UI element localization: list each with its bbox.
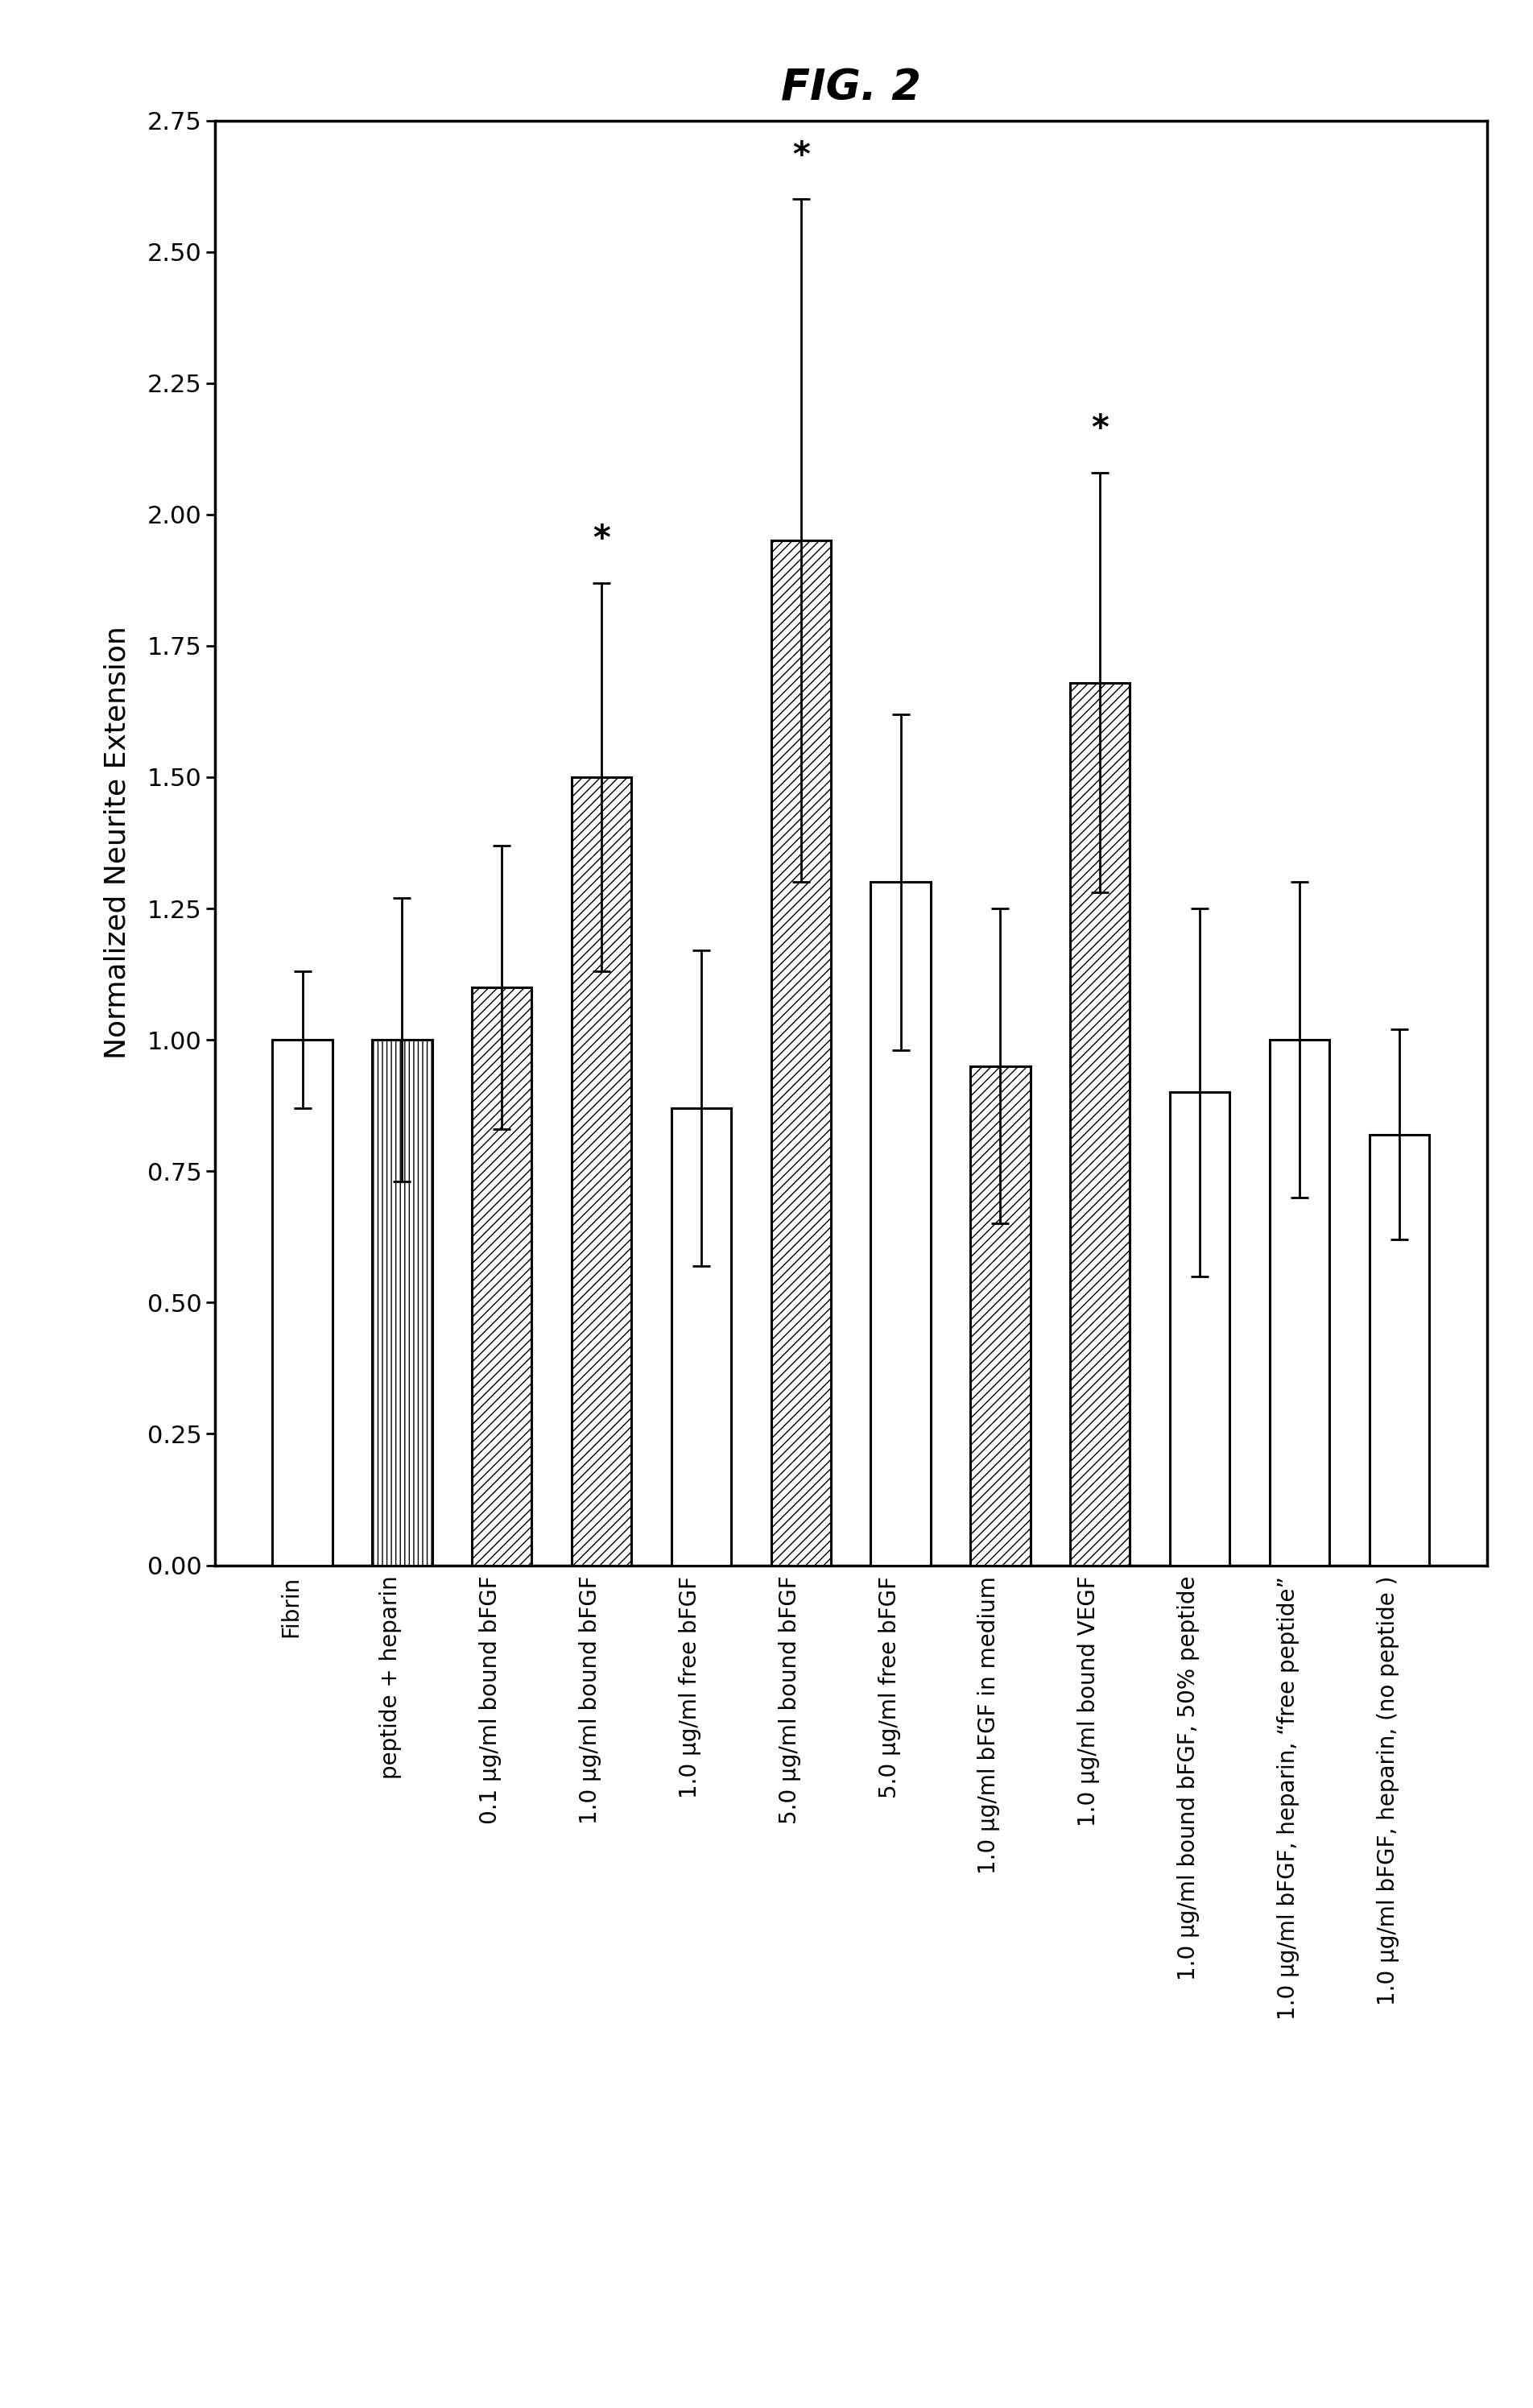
Bar	[771, 542, 831, 1565]
Bar	[1369, 1134, 1429, 1565]
Text: *: *	[793, 140, 809, 173]
Title: FIG. 2: FIG. 2	[780, 67, 921, 108]
Bar	[871, 881, 931, 1565]
Bar	[273, 1040, 333, 1565]
Bar	[1170, 1093, 1229, 1565]
Bar	[472, 987, 532, 1565]
Bar	[671, 1108, 731, 1565]
Y-axis label: Normalized Neurite Extension: Normalized Neurite Extension	[103, 626, 130, 1060]
Bar	[373, 1040, 432, 1565]
Bar	[572, 778, 632, 1565]
Text: *: *	[1091, 412, 1108, 445]
Bar	[970, 1067, 1030, 1565]
Bar	[1070, 681, 1130, 1565]
Bar	[1269, 1040, 1329, 1565]
Text: *: *	[593, 523, 610, 556]
